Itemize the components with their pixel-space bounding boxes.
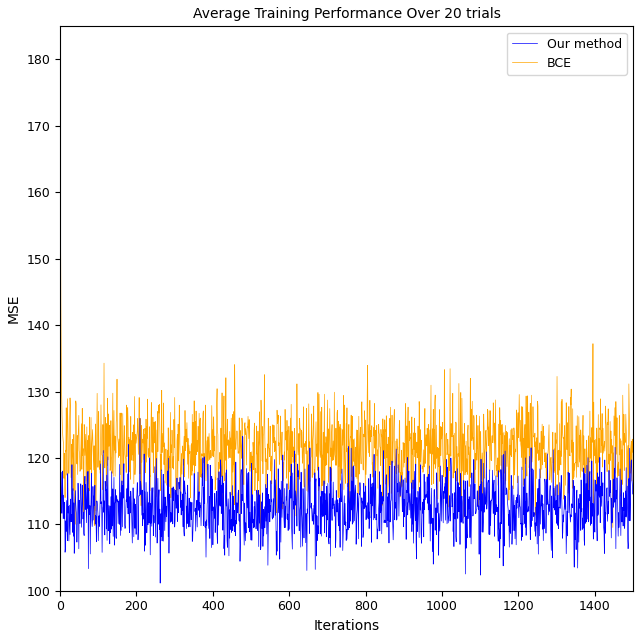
Our method bbox=[136, 414, 144, 422]
BCE bbox=[124, 404, 132, 412]
Our method bbox=[56, 492, 64, 500]
BCE bbox=[322, 461, 330, 469]
BCE bbox=[257, 524, 264, 532]
Our method bbox=[300, 534, 308, 541]
BCE bbox=[100, 436, 108, 444]
Our method bbox=[322, 497, 330, 504]
X-axis label: Iterations: Iterations bbox=[314, 619, 380, 633]
BCE bbox=[300, 403, 307, 411]
BCE bbox=[56, 42, 64, 50]
BCE bbox=[312, 451, 319, 458]
Our method bbox=[100, 505, 108, 513]
Our method bbox=[383, 517, 390, 525]
Y-axis label: MSE: MSE bbox=[7, 294, 21, 323]
Line: BCE: BCE bbox=[60, 46, 633, 528]
BCE bbox=[383, 412, 390, 420]
BCE bbox=[629, 448, 637, 456]
Legend: Our method, BCE: Our method, BCE bbox=[507, 33, 627, 75]
Our method bbox=[312, 479, 319, 486]
Line: Our method: Our method bbox=[60, 418, 633, 583]
Our method bbox=[124, 470, 132, 478]
Our method bbox=[629, 490, 637, 498]
Our method bbox=[156, 579, 164, 587]
Title: Average Training Performance Over 20 trials: Average Training Performance Over 20 tri… bbox=[193, 7, 500, 21]
